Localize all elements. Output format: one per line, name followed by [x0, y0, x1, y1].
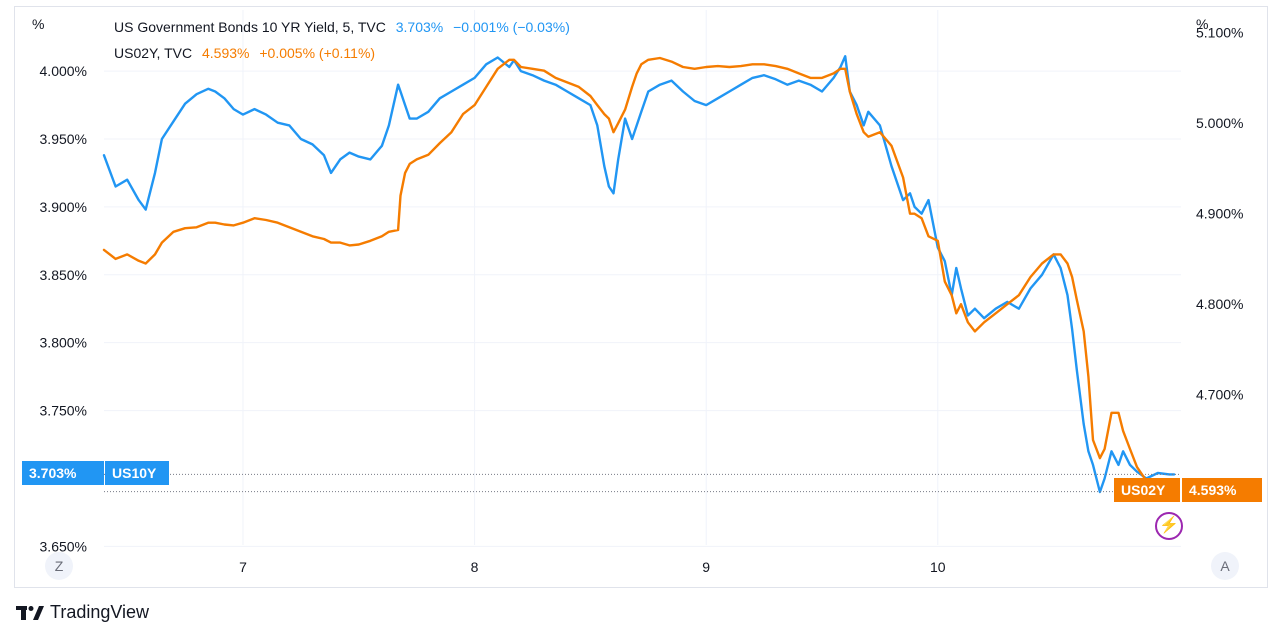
right-tick-label: 4.800%	[1196, 296, 1243, 312]
tradingview-logo[interactable]: TradingView	[16, 602, 149, 623]
right-axis-unit: %	[1196, 16, 1209, 32]
x-tick-label: 9	[702, 559, 710, 575]
lightning-icon[interactable]: ⚡	[1155, 512, 1183, 540]
legend-us02y-value: 4.593%	[201, 45, 250, 61]
x-tick-label: 8	[471, 559, 479, 575]
auto-scale-right-button[interactable]: A	[1211, 552, 1239, 580]
grid-lines	[104, 10, 1181, 547]
series-layer	[102, 55, 1181, 494]
legend-us10y[interactable]: US Government Bonds 10 YR Yield, 5, TVC …	[114, 19, 576, 35]
left-axis-unit: %	[32, 16, 45, 32]
legend-us02y[interactable]: US02Y, TVC 4.593% +0.005% (+0.11%)	[114, 45, 381, 61]
x-tick-label: 10	[930, 559, 946, 575]
x-tick-label: 7	[239, 559, 247, 575]
tradingview-logo-text: TradingView	[50, 602, 150, 622]
right-tick-label: 5.000%	[1196, 115, 1243, 131]
series-line-us02y	[102, 56, 1176, 493]
left-tick-label: 3.650%	[40, 538, 87, 554]
right-price-axis[interactable]: 5.100% 5.000% 4.900% 4.800% 4.700%	[1196, 25, 1243, 403]
auto-scale-left-button[interactable]: Z	[45, 552, 73, 580]
legend-us10y-value: 3.703%	[395, 19, 444, 35]
left-tick-label: 3.950%	[40, 131, 87, 147]
left-tick-label: 3.850%	[40, 267, 87, 283]
right-tick-label: 4.900%	[1196, 206, 1243, 222]
left-price-axis[interactable]: 4.000% 3.950% 3.900% 3.850% 3.800% 3.750% 3.65…	[40, 63, 87, 554]
legend-us02y-name: US02Y, TVC	[114, 45, 193, 61]
us10y-label-badge: US10Y	[105, 461, 169, 485]
time-axis[interactable]: 7891012	[239, 559, 1282, 575]
left-tick-label: 3.900%	[40, 199, 87, 215]
us02y-label-badge: US02Y	[1114, 478, 1180, 502]
right-tick-label: 4.700%	[1196, 387, 1243, 403]
series-line-us10y	[102, 55, 1176, 494]
tradingview-logo-icon	[16, 605, 44, 620]
chart-frame	[14, 6, 1268, 588]
left-tick-label: 4.000%	[40, 63, 87, 79]
left-tick-label: 3.800%	[40, 335, 87, 351]
right-tick-label: 5.100%	[1196, 25, 1243, 41]
left-tick-label: 3.750%	[40, 403, 87, 419]
us02y-price-badge: 4.593%	[1182, 478, 1262, 502]
legend-us10y-change: −0.001% (−0.03%)	[453, 19, 570, 35]
legend-us10y-name: US Government Bonds 10 YR Yield, 5, TVC	[114, 19, 386, 35]
legend-us02y-change: +0.005% (+0.11%)	[259, 45, 376, 61]
us10y-price-badge: 3.703%	[22, 461, 104, 485]
